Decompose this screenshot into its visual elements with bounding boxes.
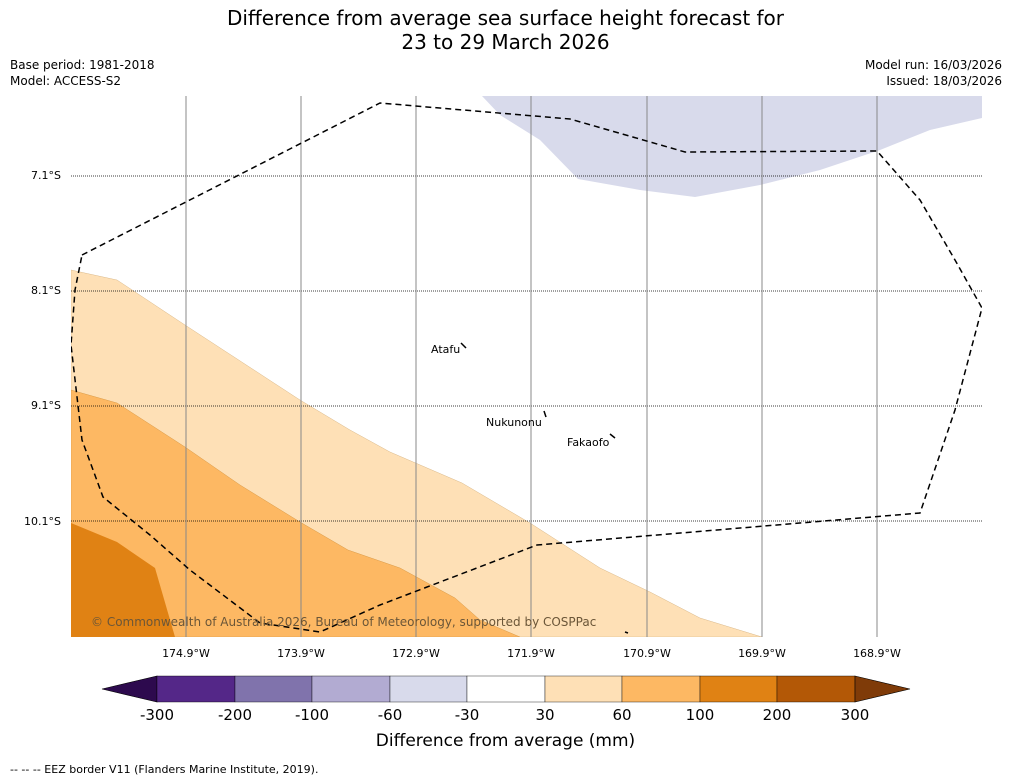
colorbar-extend-high <box>854 675 911 703</box>
nukunonu-island <box>543 410 547 418</box>
title-line-2: 23 to 29 March 2026 <box>401 30 610 54</box>
colorbar-segment-9 <box>776 675 856 703</box>
graticule <box>71 96 982 637</box>
colorbar-tick: 300 <box>840 706 870 724</box>
copyright-notice: © Commonwealth of Australia 2026, Bureau… <box>91 615 597 629</box>
atafu-island <box>460 342 467 349</box>
colorbar-tick: -60 <box>377 706 403 724</box>
contour-60-100 <box>71 389 521 637</box>
lon-label-1749: 174.9°W <box>162 647 210 660</box>
model-name: Model: ACCESS-S2 <box>10 74 122 88</box>
title-line-1: Difference from average sea surface heig… <box>226 6 785 30</box>
lon-label-1729: 172.9°W <box>392 647 440 660</box>
colorbar-tick: 200 <box>762 706 792 724</box>
colorbar-segment-1 <box>156 675 236 703</box>
colorbar-segment-6 <box>544 675 623 703</box>
lon-label-1719: 171.9°W <box>507 647 555 660</box>
lat-label-10: 10.1°S <box>24 515 61 528</box>
contour-100-200 <box>71 523 175 637</box>
lat-label-9: 9.1°S <box>31 399 61 412</box>
colorbar-label: Difference from average (mm) <box>375 731 636 751</box>
lon-label-1689: 168.9°W <box>853 647 901 660</box>
colorbar-tick: -30 <box>454 706 480 724</box>
colorbar-segment-8 <box>699 675 778 703</box>
issued-date: Issued: 18/03/2026 <box>886 74 1002 88</box>
eez-border <box>71 102 982 633</box>
map-area <box>71 96 982 637</box>
meta-left: Base period: 1981-2018 Model: ACCESS-S2 <box>10 57 155 89</box>
lon-label-1709: 170.9°W <box>623 647 671 660</box>
island-label-nukunonu: Nukunonu <box>486 416 542 429</box>
colorbar-tick: 100 <box>685 706 715 724</box>
colorbar-segment-5 <box>466 675 546 703</box>
colorbar-tick: -300 <box>139 706 175 724</box>
lon-label-1739: 173.9°W <box>277 647 325 660</box>
meta-right: Model run: 16/03/2026 Issued: 18/03/2026 <box>865 57 1002 89</box>
colorbar-tick: 30 <box>535 706 555 724</box>
colorbar-tick: -100 <box>294 706 330 724</box>
colorbar-segment-3 <box>311 675 391 703</box>
colorbar-segment-2 <box>234 675 313 703</box>
colorbar-segment-7 <box>621 675 701 703</box>
colorbar-tick: -200 <box>217 706 253 724</box>
model-run: Model run: 16/03/2026 <box>864 58 1002 72</box>
chart-title: Difference from average sea surface heig… <box>0 6 1011 54</box>
contour-neg-30-60 <box>482 96 982 197</box>
colorbar <box>101 675 911 703</box>
colorbar-extend-low <box>101 675 158 703</box>
island-label-atafu: Atafu <box>431 343 461 356</box>
eez-footnote: -- -- -- EEZ border V11 (Flanders Marine… <box>10 763 319 776</box>
fakaofo-island <box>609 433 616 439</box>
island-label-fakaofo: Fakaofo <box>567 436 610 449</box>
lat-label-8: 8.1°S <box>31 284 61 297</box>
colorbar-segment-4 <box>389 675 468 703</box>
colorbar-tick: 60 <box>612 706 632 724</box>
swains-island <box>624 631 629 634</box>
lat-label-7: 7.1°S <box>31 169 61 182</box>
lon-label-1699: 169.9°W <box>738 647 786 660</box>
base-period: Base period: 1981-2018 <box>10 58 155 72</box>
